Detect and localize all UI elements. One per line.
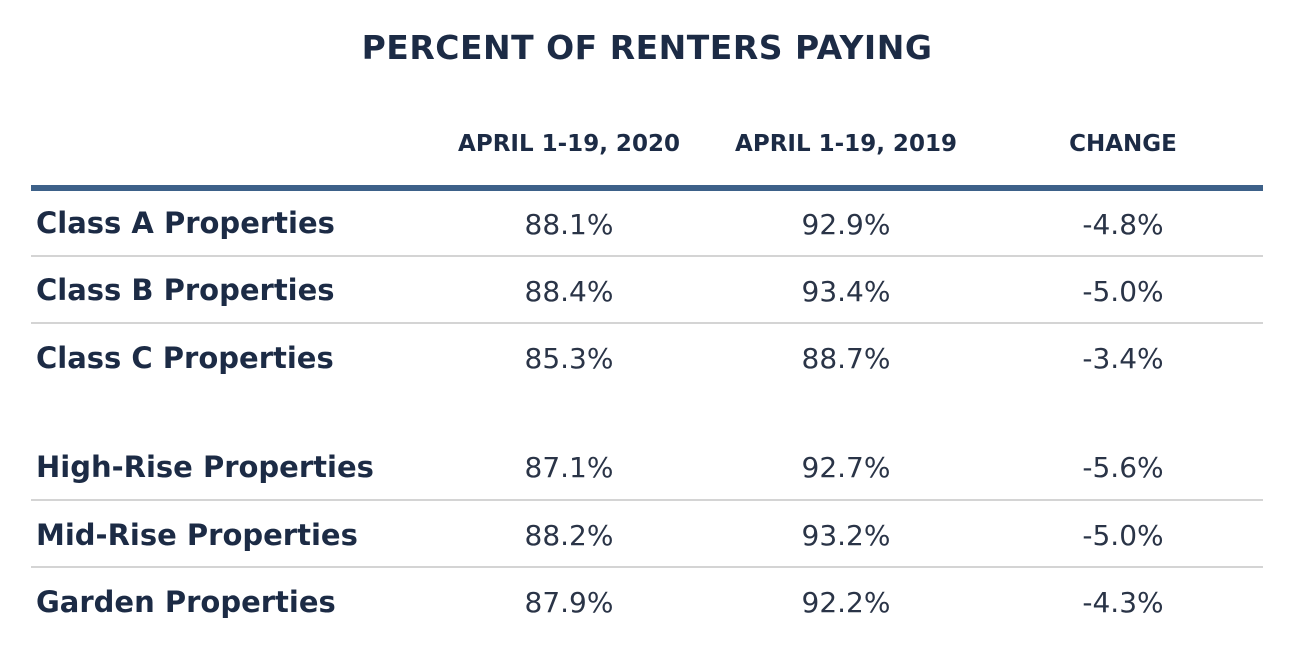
cell-class-b-2019: 93.4%	[801, 275, 891, 308]
row-label-class-a: Class A Properties	[36, 206, 335, 240]
row-label-class-c: Class C Properties	[36, 341, 334, 375]
column-header-change: CHANGE	[1069, 131, 1177, 157]
table-title: PERCENT OF RENTERS PAYING	[361, 28, 933, 67]
cell-high-rise-change: -5.6%	[1082, 451, 1164, 484]
header-divider	[31, 185, 1263, 191]
cell-mid-rise-2019: 93.2%	[801, 519, 891, 552]
row-divider	[31, 322, 1263, 324]
cell-class-a-2019: 92.9%	[801, 208, 891, 241]
row-label-high-rise: High-Rise Properties	[36, 450, 374, 484]
row-label-mid-rise: Mid-Rise Properties	[36, 518, 358, 552]
row-divider	[31, 566, 1263, 568]
cell-high-rise-2020: 87.1%	[524, 451, 614, 484]
cell-high-rise-2019: 92.7%	[801, 451, 891, 484]
cell-class-a-2020: 88.1%	[524, 208, 614, 241]
cell-mid-rise-change: -5.0%	[1082, 519, 1164, 552]
row-divider	[31, 499, 1263, 501]
row-divider	[31, 255, 1263, 257]
cell-class-c-2020: 85.3%	[524, 342, 614, 375]
cell-class-b-change: -5.0%	[1082, 275, 1164, 308]
column-header-april-2019: APRIL 1-19, 2019	[735, 131, 957, 157]
cell-class-b-2020: 88.4%	[524, 275, 614, 308]
cell-garden-2020: 87.9%	[524, 586, 614, 619]
cell-class-a-change: -4.8%	[1082, 208, 1164, 241]
cell-class-c-2019: 88.7%	[801, 342, 891, 375]
column-header-april-2020: APRIL 1-19, 2020	[458, 131, 680, 157]
cell-garden-2019: 92.2%	[801, 586, 891, 619]
cell-class-c-change: -3.4%	[1082, 342, 1164, 375]
cell-mid-rise-2020: 88.2%	[524, 519, 614, 552]
cell-garden-change: -4.3%	[1082, 586, 1164, 619]
row-label-garden: Garden Properties	[36, 585, 336, 619]
row-label-class-b: Class B Properties	[36, 273, 335, 307]
